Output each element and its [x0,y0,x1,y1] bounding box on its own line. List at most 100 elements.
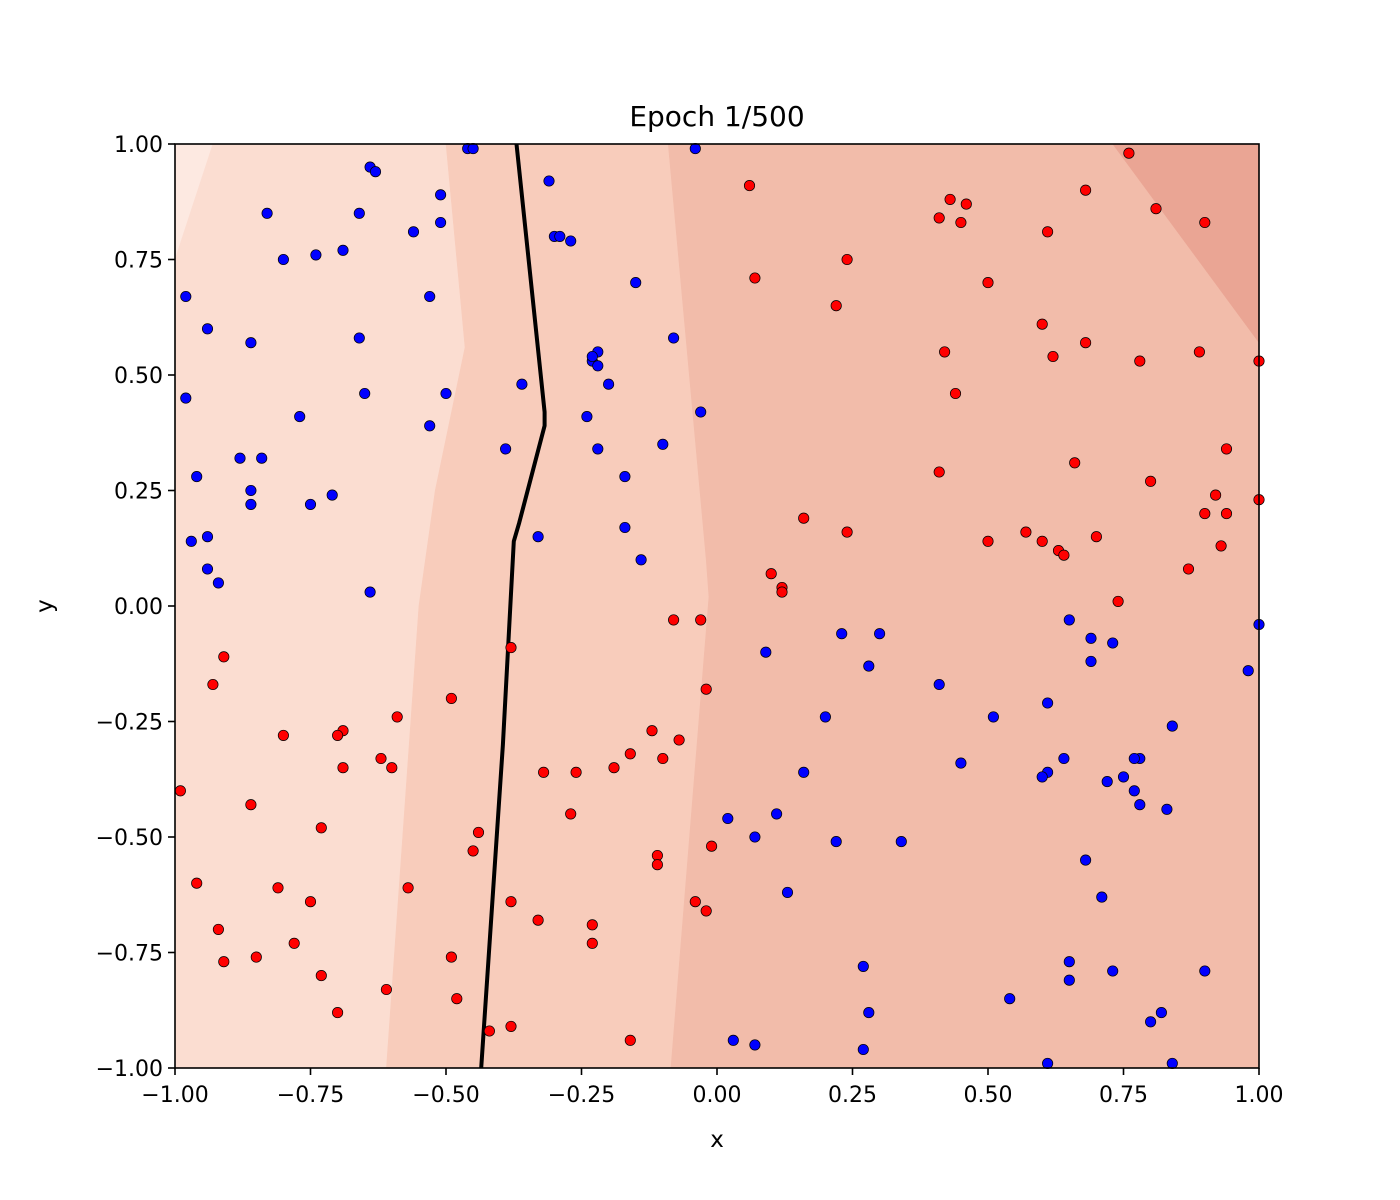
point-red-13 [1199,216,1211,229]
point-blue-58 [874,628,886,640]
point-red-47 [505,642,517,654]
point-red-77 [304,896,317,908]
point-blue-97 [863,1007,875,1019]
x-tick-label-0: −1.00 [141,1083,208,1108]
y-tick-label-4: 0.00 [114,595,163,620]
point-red-88 [315,970,327,982]
point-blue-11 [337,244,349,256]
point-red-87 [250,951,262,963]
point-blue-48 [532,531,544,543]
point-red-20 [1193,346,1205,358]
point-blue-79 [1128,785,1140,797]
point-blue-63 [1063,614,1075,626]
point-red-41 [765,568,777,580]
point-red-74 [191,877,203,889]
point-red-72 [651,859,663,871]
point-blue-89 [1080,854,1092,866]
y-axis: −1.00 −0.75 −0.50 −0.25 0.00 0.25 0.50 0.75 1.00 [96,133,175,1082]
point-blue-13 [277,253,289,266]
y-tick-label-3: −0.25 [96,711,163,736]
point-red-17 [1047,350,1059,363]
point-red-6 [955,216,967,229]
point-blue-30 [516,378,528,390]
point-blue-18 [201,323,214,335]
point-blue-36 [234,452,246,464]
point-blue-21 [424,290,436,303]
point-red-92 [332,1007,344,1019]
point-blue-16 [565,235,577,247]
point-red-52 [332,729,344,741]
point-red-64 [673,734,685,746]
y-tick-label-8: 1.00 [114,133,163,158]
point-red-57 [445,692,457,704]
point-blue-32 [581,411,593,423]
point-blue-8 [435,189,447,201]
y-tick-label-2: −0.50 [96,826,163,851]
point-blue-94 [1199,965,1211,977]
point-blue-83 [722,812,734,825]
point-blue-60 [933,678,945,691]
point-red-50 [277,729,289,741]
point-blue-27 [668,332,680,344]
point-red-0 [743,180,756,192]
point-red-24 [1145,475,1157,487]
point-red-90 [380,983,392,996]
point-red-62 [538,766,550,778]
point-blue-29 [359,387,371,400]
point-red-54 [391,711,403,723]
point-blue-102 [857,1043,869,1056]
point-blue-87 [895,836,907,848]
point-blue-93 [1107,965,1119,977]
point-red-68 [565,808,577,820]
y-tick-label-1: −0.75 [96,942,163,967]
point-blue-68 [1166,720,1178,732]
point-blue-17 [180,290,192,303]
point-blue-70 [1242,665,1254,677]
point-red-26 [798,512,810,524]
point-blue-5 [689,143,701,155]
contour-region-3 [667,144,1259,1068]
point-blue-62 [987,711,999,723]
point-red-89 [445,951,457,963]
point-blue-28 [180,392,192,404]
point-blue-4 [543,175,555,187]
point-red-79 [532,914,544,926]
point-red-91 [451,993,463,1005]
x-tick-label-4: 0.00 [693,1083,742,1108]
point-red-53 [337,762,349,774]
x-axis-label: x [710,1127,724,1153]
y-tick-label-6: 0.50 [114,364,163,389]
point-red-81 [586,937,598,949]
point-red-70 [467,845,479,857]
point-blue-65 [1085,632,1097,644]
point-blue-50 [635,554,647,566]
point-red-7 [960,198,972,210]
point-blue-15 [554,230,566,242]
point-red-9 [1042,226,1054,238]
point-red-58 [646,725,658,737]
point-blue-74 [1058,752,1070,765]
point-red-76 [402,882,414,894]
point-blue-40 [657,438,669,450]
plot-area [174,143,1265,1069]
point-red-32 [1058,549,1070,561]
point-blue-43 [245,498,257,510]
point-blue-20 [353,332,365,344]
point-red-63 [657,752,669,765]
point-red-69 [472,826,485,838]
point-blue-61 [819,711,831,723]
point-red-82 [689,896,701,908]
point-blue-6 [261,207,273,219]
x-tick-label-8: 1.00 [1235,1083,1284,1108]
point-red-37 [1215,540,1227,552]
point-blue-33 [294,411,306,423]
point-blue-35 [191,471,203,483]
point-red-59 [624,748,636,760]
point-red-23 [1069,457,1081,469]
point-blue-91 [857,960,869,972]
y-axis-label: y [32,599,58,613]
point-red-2 [830,300,842,312]
point-red-61 [570,766,582,778]
point-red-78 [505,896,517,908]
